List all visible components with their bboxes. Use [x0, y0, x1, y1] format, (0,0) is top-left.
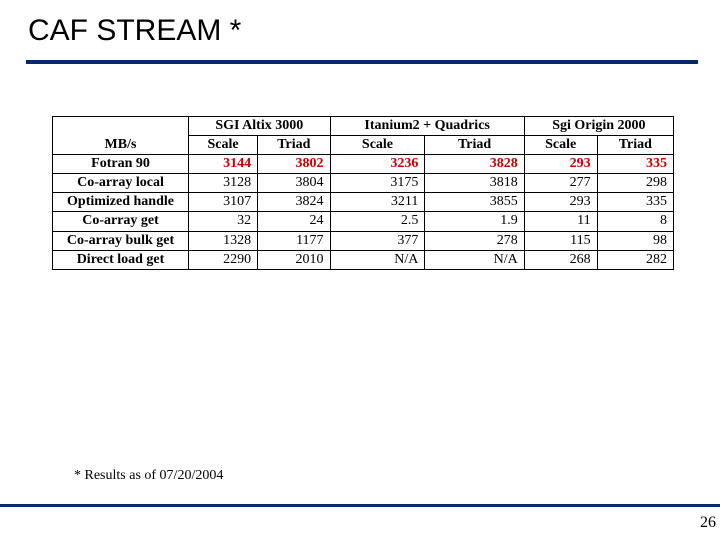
cell: 1.9	[425, 212, 524, 231]
cell: 293	[524, 193, 597, 212]
row-label: Co-array bulk get	[53, 231, 189, 250]
table-row-fortran: Fotran 90 3144 3802 3236 3828 293 335	[53, 155, 674, 174]
cell: 3828	[425, 155, 524, 174]
cell: 3855	[425, 193, 524, 212]
table-row: Co-array bulk get 1328 1177 377 278 115 …	[53, 231, 674, 250]
page-title: CAF STREAM *	[28, 14, 241, 48]
cell: 277	[524, 174, 597, 193]
cell: 2.5	[330, 212, 425, 231]
table-row: Co-array local 3128 3804 3175 3818 277 2…	[53, 174, 674, 193]
row-label: Co-array get	[53, 212, 189, 231]
row-label: Optimized handle	[53, 193, 189, 212]
cell: 3818	[425, 174, 524, 193]
table-header-sub: MB/s Scale Triad Scale Triad Scale Triad	[53, 136, 674, 155]
results-table-container: SGI Altix 3000 Itanium2 + Quadrics Sgi O…	[52, 116, 674, 270]
results-table: SGI Altix 3000 Itanium2 + Quadrics Sgi O…	[52, 116, 674, 270]
slide: CAF STREAM * SGI Altix 3000 Itanium2 + Q…	[0, 0, 720, 540]
cell: 298	[597, 174, 673, 193]
header-sub: Triad	[425, 136, 524, 155]
cell: N/A	[330, 250, 425, 269]
cell: 3802	[258, 155, 330, 174]
cell: 2010	[258, 250, 330, 269]
cell: 1328	[189, 231, 258, 250]
cell: 293	[524, 155, 597, 174]
row-label: Fotran 90	[53, 155, 189, 174]
cell: 3236	[330, 155, 425, 174]
cell: 3128	[189, 174, 258, 193]
footnote: * Results as of 07/20/2004	[74, 468, 223, 484]
cell: 3804	[258, 174, 330, 193]
cell: 98	[597, 231, 673, 250]
cell: 282	[597, 250, 673, 269]
footer-rule	[0, 504, 720, 507]
cell: 1177	[258, 231, 330, 250]
cell: N/A	[425, 250, 524, 269]
page-number: 26	[700, 514, 716, 532]
header-group: Sgi Origin 2000	[524, 117, 673, 136]
cell: 335	[597, 155, 673, 174]
cell: 3144	[189, 155, 258, 174]
cell: 24	[258, 212, 330, 231]
header-group: Itanium2 + Quadrics	[330, 117, 524, 136]
cell: 3211	[330, 193, 425, 212]
header-sub: Triad	[258, 136, 330, 155]
header-sub: Triad	[597, 136, 673, 155]
header-sub: Scale	[330, 136, 425, 155]
cell: 8	[597, 212, 673, 231]
cell: 3824	[258, 193, 330, 212]
table-header-groups: SGI Altix 3000 Itanium2 + Quadrics Sgi O…	[53, 117, 674, 136]
header-sub: Scale	[524, 136, 597, 155]
cell: 32	[189, 212, 258, 231]
table-row: Optimized handle 3107 3824 3211 3855 293…	[53, 193, 674, 212]
cell: 3107	[189, 193, 258, 212]
cell: 115	[524, 231, 597, 250]
header-blank-top	[53, 117, 189, 136]
title-underline	[26, 60, 698, 64]
row-label: Co-array local	[53, 174, 189, 193]
cell: 335	[597, 193, 673, 212]
header-mbs: MB/s	[53, 136, 189, 155]
cell: 377	[330, 231, 425, 250]
cell: 11	[524, 212, 597, 231]
table-row: Co-array get 32 24 2.5 1.9 11 8	[53, 212, 674, 231]
row-label: Direct load get	[53, 250, 189, 269]
cell: 2290	[189, 250, 258, 269]
header-group: SGI Altix 3000	[189, 117, 331, 136]
cell: 268	[524, 250, 597, 269]
cell: 3175	[330, 174, 425, 193]
cell: 278	[425, 231, 524, 250]
header-sub: Scale	[189, 136, 258, 155]
table-row: Direct load get 2290 2010 N/A N/A 268 28…	[53, 250, 674, 269]
